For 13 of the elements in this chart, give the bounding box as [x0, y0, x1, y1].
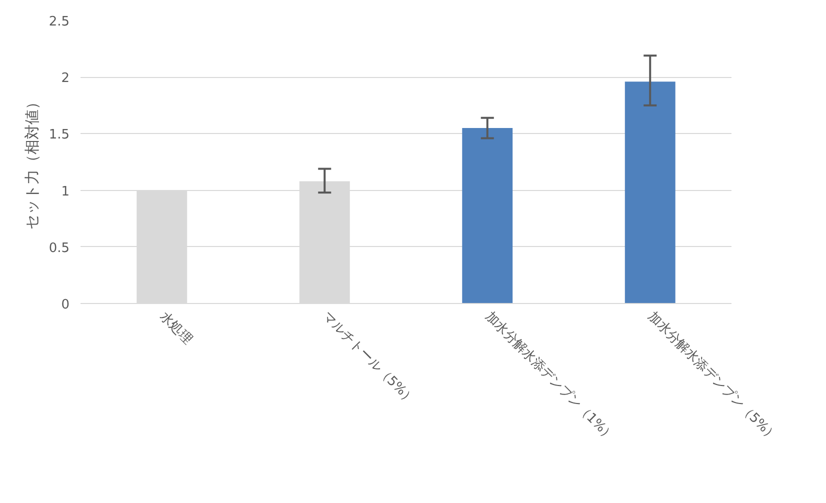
bar [462, 128, 513, 304]
x-tick-label: マルチトール（5%） [319, 309, 418, 408]
x-tick-label: 加水分解水添デンプン（1%） [482, 309, 618, 445]
y-tick-label: 0.5 [48, 240, 70, 256]
y-tick-label: 1.5 [48, 128, 70, 143]
y-tick-label: 1 [61, 184, 70, 200]
y-tick-label: 0 [61, 298, 70, 312]
x-tick-label: 加水分解水添デンプン（5%） [644, 309, 780, 445]
bar [624, 82, 676, 304]
x-tick-label: 水処理 [156, 309, 195, 348]
y-tick-label: 2 [61, 71, 70, 86]
y-axis-title: セット力（相対値） [22, 94, 41, 230]
y-tick-label: 2.5 [48, 14, 70, 30]
